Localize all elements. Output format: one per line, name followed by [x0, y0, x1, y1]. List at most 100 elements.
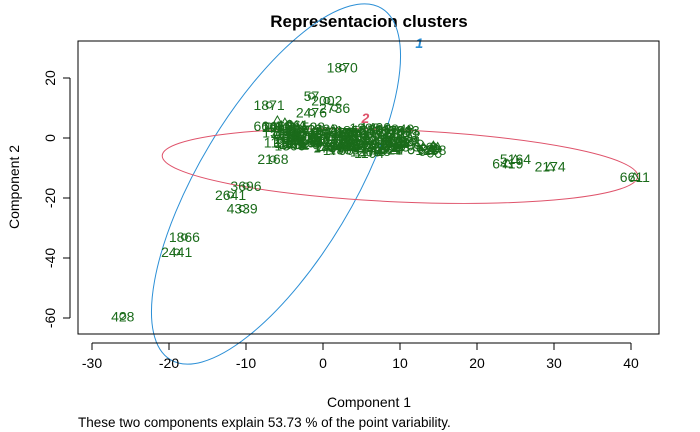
plot-frame	[77, 40, 660, 335]
overplotted-label: 1677	[280, 122, 311, 138]
point-marker	[284, 119, 295, 128]
point-marker	[354, 135, 362, 143]
overplotted-label: 1486	[337, 135, 368, 151]
point-label: 5164	[500, 151, 531, 167]
point-marker	[384, 139, 392, 147]
point-marker-circle	[323, 97, 331, 104]
point-label: 2736	[319, 100, 350, 116]
overplotted-label: 1122	[264, 134, 294, 150]
cluster-labels: 12	[360, 35, 423, 126]
point-marker	[338, 136, 349, 146]
overplotted-label: 1152	[391, 128, 421, 144]
overplotted-label: 1487	[277, 122, 308, 138]
x-tick-label: -10	[236, 355, 256, 371]
overplotted-label: 1244	[274, 134, 305, 150]
point-marker-circle	[173, 248, 181, 256]
point-marker	[288, 128, 296, 135]
x-tick-label: -20	[159, 355, 179, 371]
overplotted-label: 1207	[366, 123, 397, 139]
overplotted-label: 1363	[361, 128, 392, 144]
point-marker	[402, 145, 409, 152]
point-marker	[273, 120, 284, 130]
point-marker	[434, 151, 442, 158]
point-marker-circle	[242, 182, 250, 190]
overplotted-label: 1762	[354, 139, 385, 155]
cluster-ellipses	[150, 3, 639, 365]
x-tick-label: -30	[82, 355, 102, 371]
overplotted-label: 1979	[274, 131, 305, 147]
overplotted-label: 1723	[361, 140, 392, 156]
overplotted-label: 1266	[350, 143, 381, 159]
point-marker	[407, 147, 415, 155]
point-marker	[399, 135, 409, 145]
point-label: 2641	[215, 187, 246, 203]
overplotted-label: 1843	[389, 123, 420, 139]
point-marker	[299, 135, 309, 144]
point-label: 6641	[254, 118, 285, 134]
point-marker	[376, 137, 384, 145]
overplotted-label: 1895	[349, 120, 380, 136]
overplotted-label: 1739	[381, 123, 412, 139]
overplotted-label: 1924	[350, 138, 381, 154]
point-marker	[400, 136, 408, 144]
point-marker	[381, 137, 388, 145]
cluster-label: 2	[360, 110, 369, 126]
overplotted-label: 1587	[262, 124, 293, 140]
overplotted-label: 1434	[292, 121, 323, 137]
chart-title: Representacion clusters	[270, 12, 467, 31]
overplotted-label: 1211	[389, 125, 419, 141]
point-marker	[321, 137, 332, 147]
point-marker-triangle	[544, 161, 556, 171]
x-tick-label: 40	[623, 355, 639, 371]
point-marker	[365, 132, 373, 139]
overplotted-label: 1752	[313, 140, 344, 156]
point-marker	[272, 115, 283, 124]
point-marker	[337, 129, 345, 136]
overplotted-label: 1347	[274, 134, 305, 150]
point-marker	[385, 138, 396, 148]
point-marker	[298, 141, 309, 150]
point-marker-circle	[269, 155, 277, 163]
point-marker-circle	[265, 101, 273, 109]
overplotted-label: 1409	[360, 119, 391, 135]
point-marker	[274, 125, 281, 133]
point-marker	[326, 140, 337, 150]
point-marker	[281, 133, 291, 143]
point-label: 2441	[161, 244, 192, 260]
y-axis-label: Component 2	[6, 145, 22, 229]
point-marker	[286, 119, 293, 127]
point-marker	[292, 133, 303, 142]
cluster-ellipse	[161, 128, 639, 204]
y-tick-label: -40	[42, 248, 58, 268]
point-marker	[301, 127, 309, 135]
point-marker	[280, 131, 291, 140]
point-marker-circle	[331, 104, 339, 112]
x-tick-label: 10	[392, 355, 408, 371]
overplotted-label: 1228	[295, 132, 326, 148]
point-marker	[322, 125, 333, 135]
point-marker-circle	[238, 205, 246, 212]
point-label: 57	[304, 88, 320, 104]
overplotted-label: 1240	[336, 125, 367, 141]
point-marker	[347, 130, 355, 137]
overplotted-label: 1876	[337, 127, 368, 143]
point-marker-circle	[265, 122, 273, 130]
point-marker	[352, 128, 363, 138]
overplotted-label: 1300	[274, 137, 305, 153]
overplotted-label: 1346	[323, 136, 354, 152]
x-tick-label: 30	[546, 355, 562, 371]
overplotted-label: 1631	[313, 123, 344, 139]
overplotted-label: 1932	[274, 135, 305, 151]
overplotted-label: 1969	[328, 141, 359, 157]
overplotted-label: 1203	[270, 125, 301, 141]
point-marker	[339, 127, 350, 136]
x-axis: -30 -20 -10 0 10 20 30 40	[82, 342, 639, 371]
overplotted-label: 1821	[372, 141, 403, 157]
point-marker	[312, 136, 322, 146]
overplotted-label: 1821	[328, 128, 359, 144]
point-marker	[349, 138, 356, 145]
x-axis-label: Component 1	[327, 394, 411, 410]
overplotted-label: 1709	[323, 131, 354, 147]
overplotted-label: 1970	[383, 137, 414, 153]
